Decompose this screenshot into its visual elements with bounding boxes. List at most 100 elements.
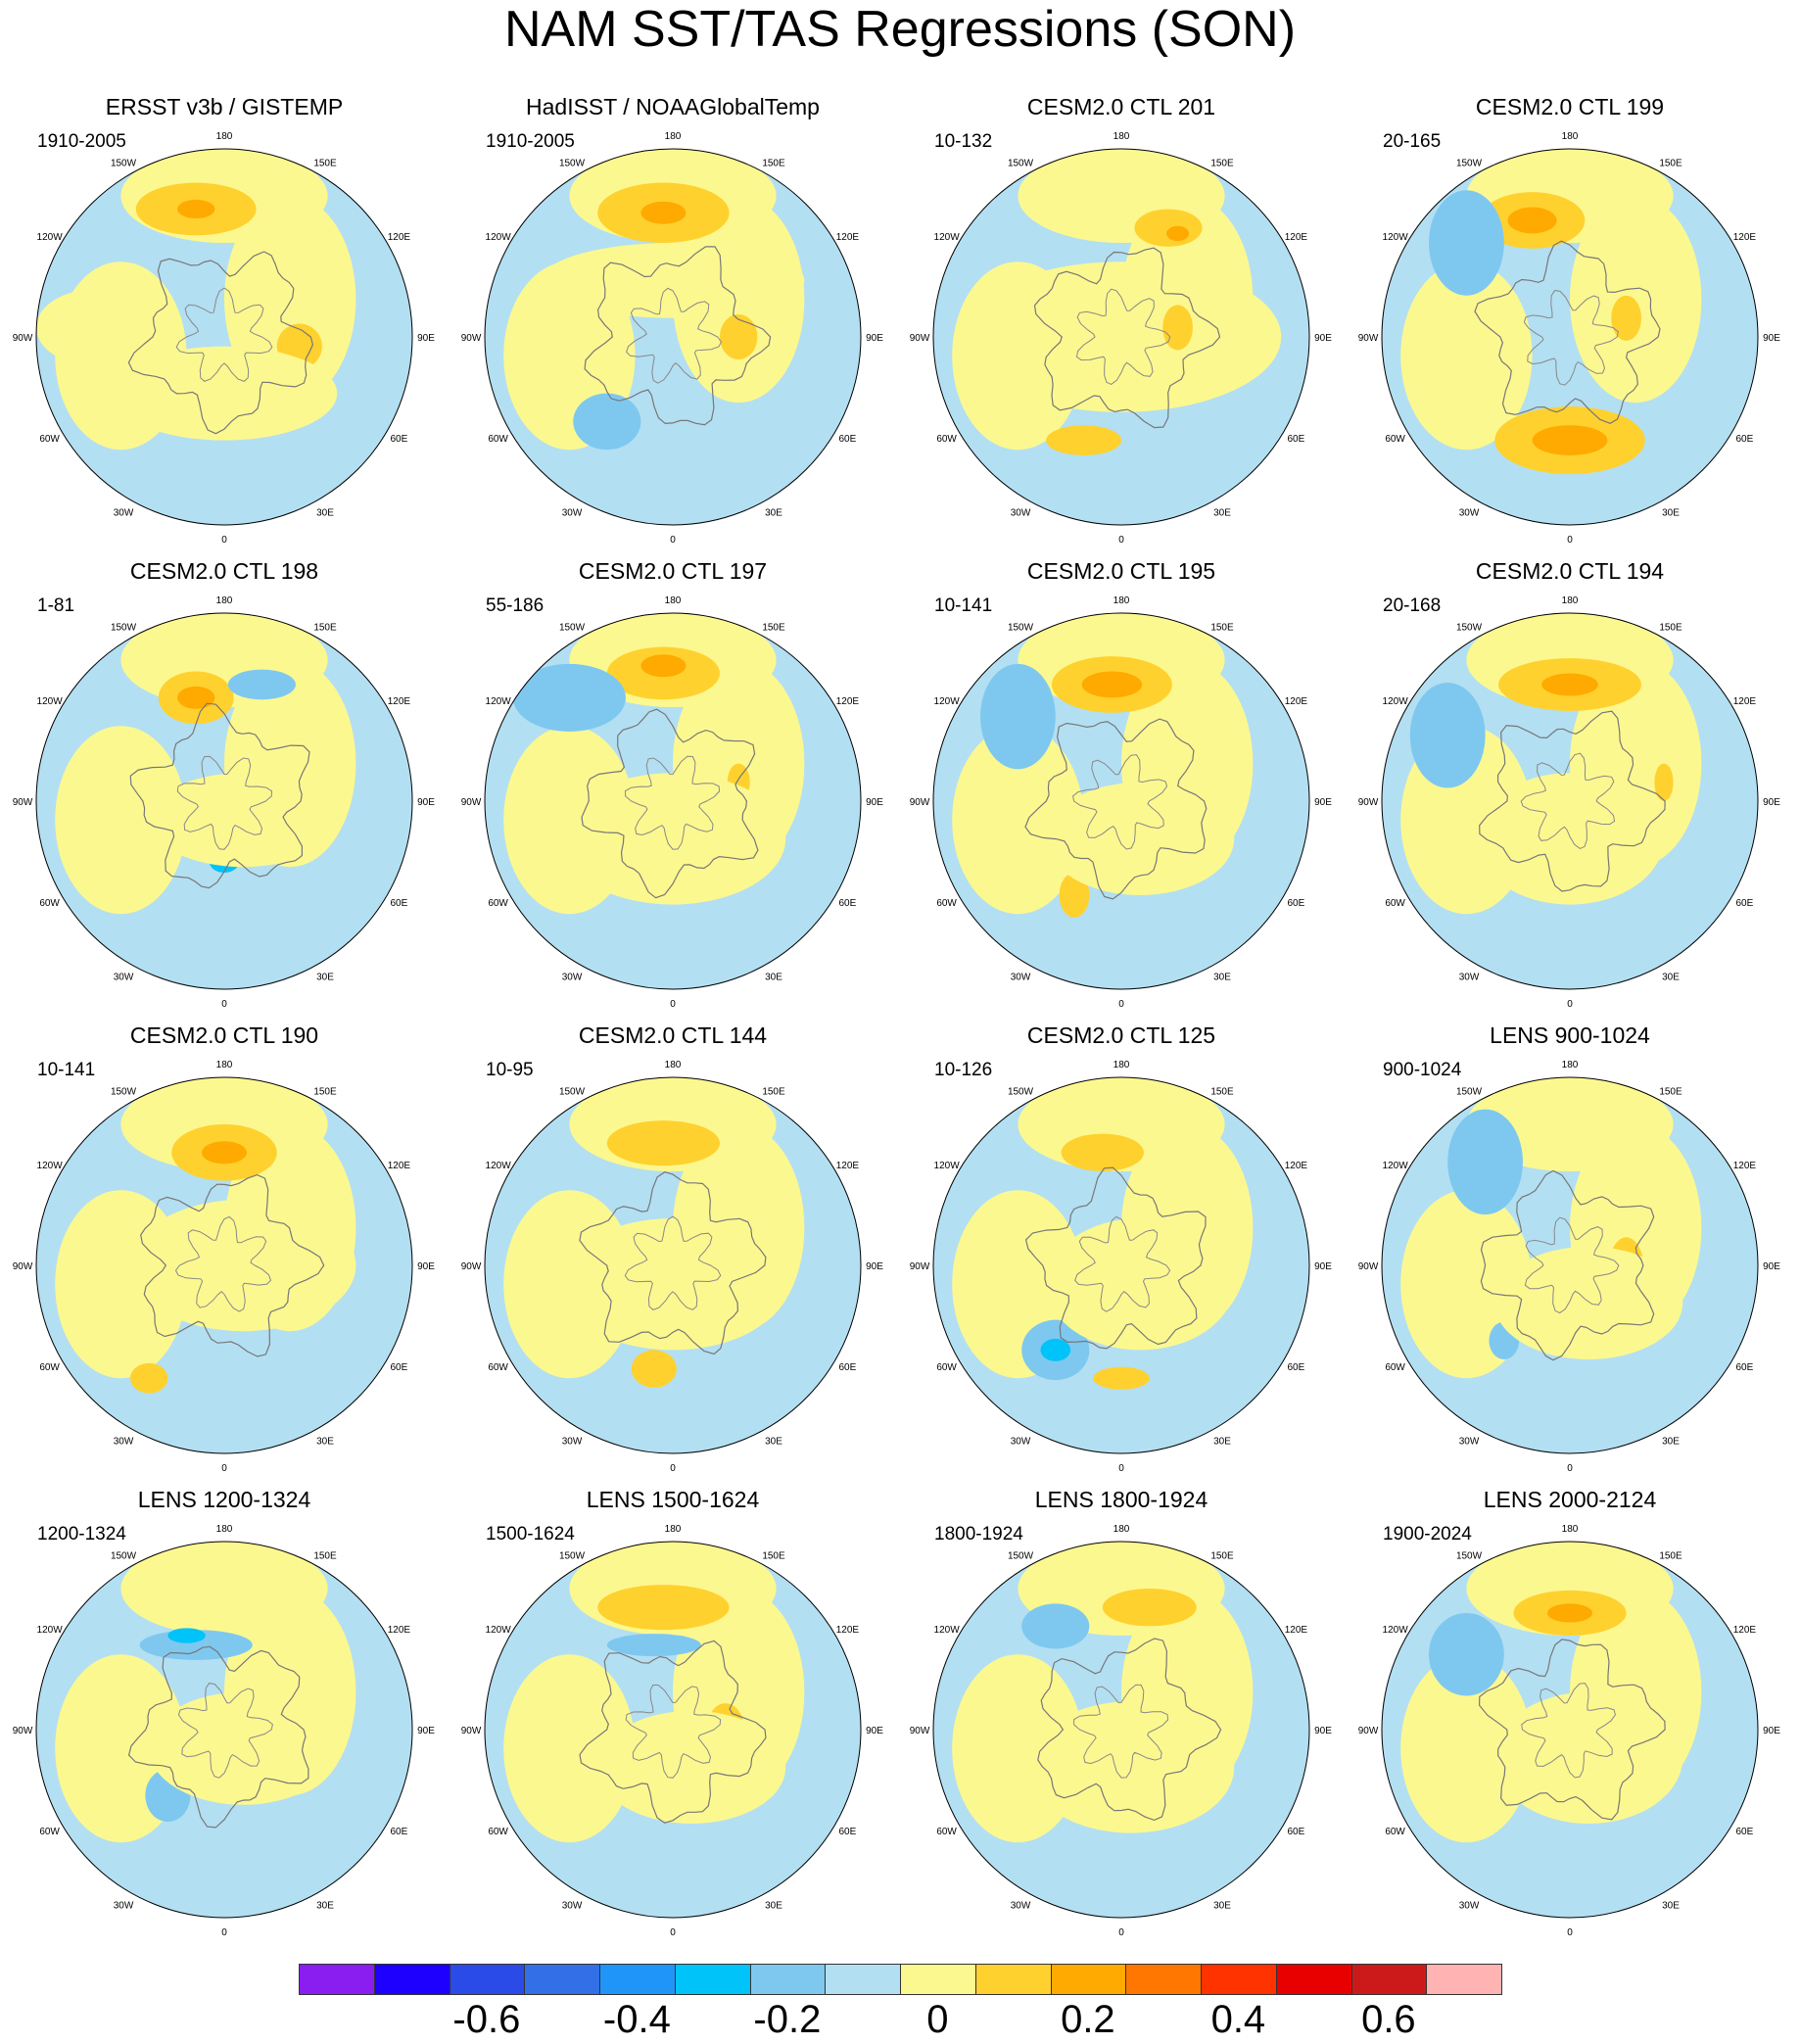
longitude-label: 90E bbox=[1763, 1261, 1780, 1272]
longitude-label: 90E bbox=[1314, 797, 1332, 808]
anomaly-region bbox=[597, 1585, 730, 1631]
longitude-label: 90E bbox=[866, 797, 883, 808]
longitude-label: 120E bbox=[1285, 1161, 1308, 1171]
colorbar-segment bbox=[1426, 1964, 1502, 1995]
longitude-label: 30W bbox=[562, 1900, 583, 1911]
map-panel: CESM2.0 CTL 201 10-132 180 150E 120E 90E 60E 30… bbox=[897, 94, 1346, 558]
longitude-label: 30E bbox=[1662, 507, 1680, 518]
longitude-label: 150W bbox=[1008, 1551, 1034, 1562]
map-panel: ERSST v3b / GISTEMP 1910-2005 180 150E 120E 9… bbox=[0, 94, 449, 558]
longitude-label: 150W bbox=[1456, 159, 1483, 169]
longitude-label: 60W bbox=[39, 898, 60, 909]
anomaly-region bbox=[149, 1691, 338, 1805]
longitude-label: 60W bbox=[1385, 434, 1405, 445]
colorbar-segment bbox=[974, 1964, 1052, 1995]
map-border bbox=[1381, 1541, 1759, 1919]
anomaly-region bbox=[227, 669, 296, 700]
panel-title: CESM2.0 CTL 198 bbox=[129, 558, 319, 584]
coastline bbox=[626, 287, 723, 384]
longitude-label: 120W bbox=[1383, 1161, 1409, 1171]
longitude-label: 90W bbox=[13, 333, 33, 344]
anomaly-region bbox=[980, 663, 1056, 770]
longitude-label: 90W bbox=[910, 1726, 930, 1736]
panel-period-label: 10-95 bbox=[486, 1060, 534, 1080]
longitude-label: 60W bbox=[488, 1827, 508, 1837]
anomaly-region bbox=[177, 199, 215, 219]
longitude-label: 180 bbox=[1562, 595, 1579, 606]
longitude-label: 60W bbox=[39, 434, 60, 445]
longitude-label: 150E bbox=[1659, 1551, 1682, 1562]
map-border bbox=[932, 612, 1310, 990]
longitude-label: 90E bbox=[1314, 333, 1332, 344]
longitude-label: 0 bbox=[1118, 1463, 1124, 1474]
longitude-label: 60E bbox=[391, 1362, 408, 1373]
anomaly-region bbox=[1061, 1133, 1145, 1171]
longitude-label: 30W bbox=[114, 972, 134, 982]
longitude-label: 150E bbox=[313, 623, 337, 634]
longitude-label: 30E bbox=[765, 1900, 782, 1911]
anomaly-region bbox=[201, 1141, 248, 1165]
longitude-label: 90E bbox=[866, 1726, 883, 1736]
colorbar-tick-label: 0.4 bbox=[1210, 1998, 1266, 2041]
panel-period-label: 55-186 bbox=[486, 595, 545, 616]
longitude-label: 150W bbox=[1456, 623, 1483, 634]
longitude-label: 0 bbox=[670, 1463, 676, 1474]
longitude-label: 120W bbox=[934, 1161, 961, 1171]
longitude-label: 60E bbox=[1288, 434, 1305, 445]
longitude-label: 180 bbox=[665, 1060, 682, 1070]
anomaly-region bbox=[559, 773, 786, 905]
longitude-label: 0 bbox=[1567, 1463, 1573, 1474]
longitude-label: 150E bbox=[762, 623, 785, 634]
longitude-label: 60E bbox=[839, 1362, 857, 1373]
colorbar-tick-label: -0.6 bbox=[452, 1998, 521, 2041]
longitude-label: 0 bbox=[1118, 535, 1124, 546]
anomaly-region bbox=[1532, 425, 1608, 455]
longitude-label: 60E bbox=[391, 434, 408, 445]
longitude-label: 150W bbox=[559, 159, 586, 169]
longitude-label: 60W bbox=[1385, 1827, 1405, 1837]
longitude-label: 150W bbox=[559, 1551, 586, 1562]
longitude-label: 0 bbox=[670, 535, 676, 546]
longitude-label: 90E bbox=[1763, 1726, 1780, 1736]
map-panel: CESM2.0 CTL 195 10-141 180 150E 120E 90E 60E 30… bbox=[897, 558, 1346, 1022]
panel-period-label: 20-165 bbox=[1383, 131, 1442, 152]
map-panel: CESM2.0 CTL 194 20-168 180 150E 120E 90E 60E 30… bbox=[1346, 558, 1794, 1022]
longitude-label: 60E bbox=[1736, 898, 1754, 909]
colorbar-segment bbox=[1275, 1964, 1352, 1995]
longitude-label: 150W bbox=[559, 623, 586, 634]
colorbar-segment bbox=[825, 1964, 901, 1995]
longitude-label: 30E bbox=[316, 507, 334, 518]
anomaly-region bbox=[130, 1199, 356, 1332]
anomaly-region bbox=[1093, 1366, 1150, 1390]
anomaly-region bbox=[640, 654, 687, 678]
anomaly-region bbox=[961, 261, 1282, 412]
polar-stereographic-map: 180 150E 120E 90E 60E 30E 0 30W 60W 90W 120W 150W bbox=[910, 1524, 1333, 1938]
coastline bbox=[579, 1640, 767, 1824]
map-border bbox=[1381, 1076, 1759, 1454]
longitude-label: 90W bbox=[910, 1261, 930, 1272]
anomaly-region bbox=[720, 313, 758, 360]
longitude-label: 150W bbox=[111, 1551, 137, 1562]
anomaly-region bbox=[1102, 1589, 1197, 1627]
map-border bbox=[484, 1541, 862, 1919]
anomaly-region bbox=[1021, 1603, 1090, 1649]
coastline bbox=[579, 1171, 767, 1355]
longitude-label: 120W bbox=[37, 1625, 64, 1636]
panel-period-label: 20-168 bbox=[1383, 595, 1442, 616]
anomaly-region bbox=[1046, 782, 1235, 895]
longitude-label: 30W bbox=[562, 1436, 583, 1447]
longitude-label: 150E bbox=[313, 159, 337, 169]
longitude-label: 30E bbox=[1213, 1436, 1231, 1447]
longitude-label: 30W bbox=[562, 972, 583, 982]
colorbar-segment bbox=[1050, 1964, 1127, 1995]
longitude-label: 90W bbox=[13, 1726, 33, 1736]
longitude-label: 30W bbox=[1011, 972, 1031, 982]
longitude-label: 120W bbox=[486, 696, 512, 707]
longitude-label: 120E bbox=[1733, 1625, 1757, 1636]
anomaly-region bbox=[55, 726, 187, 915]
colorbar bbox=[299, 1964, 1502, 1997]
colorbar-segment bbox=[1201, 1964, 1277, 1995]
longitude-label: 90E bbox=[417, 797, 435, 808]
map-border bbox=[932, 148, 1310, 526]
longitude-label: 150W bbox=[1008, 1087, 1034, 1098]
